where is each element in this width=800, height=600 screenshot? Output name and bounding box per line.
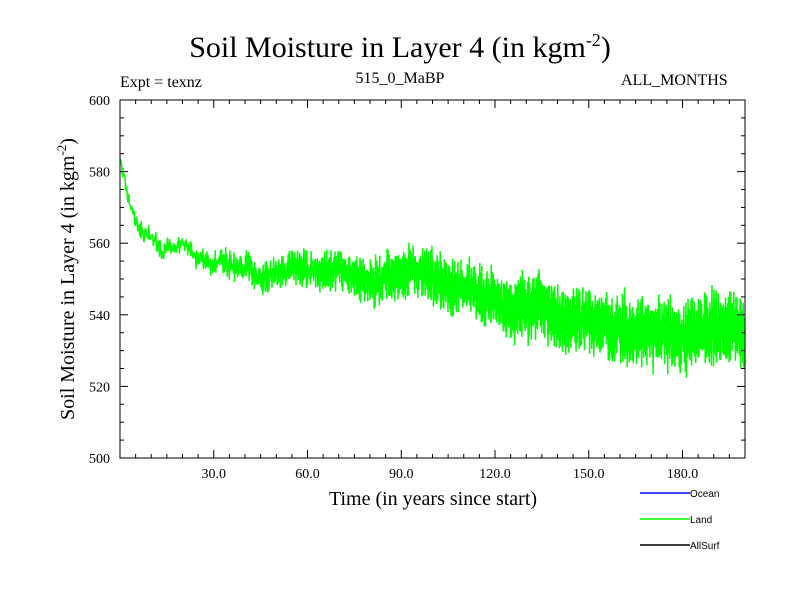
legend-label-ocean: Ocean <box>690 489 719 500</box>
ticks-layer: 30.0 60.0 90.0 120.0 150.0 180.0 500 520 540 560 5… <box>89 94 745 482</box>
expt-label: Expt = texnz <box>120 74 202 91</box>
chart-subtitle: 515_0_MaBP <box>355 70 445 87</box>
chart-title: Soil Moisture in Layer 4 (in kgm-2) <box>189 30 611 64</box>
x-tick-label: 60.0 <box>295 467 320 482</box>
legend-label-allsurf: AllSurf <box>690 541 720 552</box>
y-tick-label: 600 <box>89 94 110 109</box>
x-axis-label: Time (in years since start) <box>329 488 537 510</box>
x-tick-label: 180.0 <box>667 467 699 482</box>
series-line-land <box>119 158 746 378</box>
y-axis-label: Soil Moisture in Layer 4 (in kgm-2) <box>54 138 79 420</box>
x-tick-label: 30.0 <box>202 467 227 482</box>
legend: Ocean Land AllSurf <box>640 489 720 552</box>
x-tick-label: 90.0 <box>389 467 414 482</box>
x-tick-label: 150.0 <box>573 467 605 482</box>
y-tick-label: 520 <box>89 380 110 395</box>
y-tick-label: 580 <box>89 166 110 181</box>
y-tick-label: 500 <box>89 452 110 467</box>
months-label: ALL_MONTHS <box>621 72 728 89</box>
y-tick-label: 540 <box>89 309 110 324</box>
y-tick-label: 560 <box>89 237 110 252</box>
x-tick-label: 120.0 <box>479 467 511 482</box>
legend-label-land: Land <box>690 515 712 526</box>
series-layer <box>119 158 746 378</box>
